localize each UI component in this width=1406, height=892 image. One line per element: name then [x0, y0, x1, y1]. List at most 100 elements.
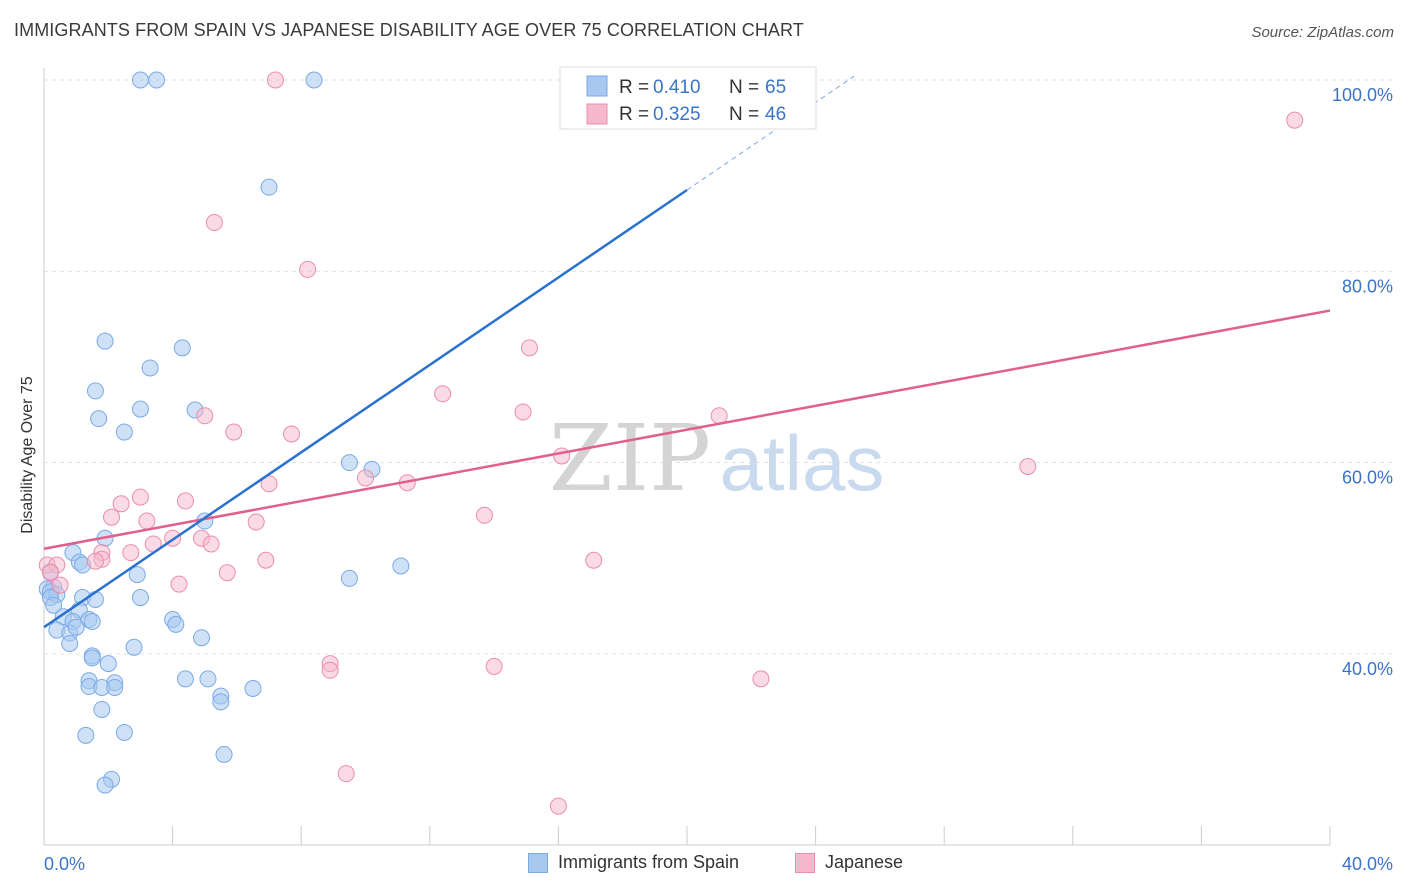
data-point-spain — [199, 670, 217, 688]
data-point-japanese — [299, 260, 317, 278]
data-point-japanese — [176, 492, 194, 510]
data-point-japanese — [41, 564, 59, 582]
legend-r-label-blue: R = — [619, 77, 649, 98]
data-point-japanese — [260, 475, 278, 493]
data-point-spain — [212, 693, 230, 711]
data-point-spain — [83, 612, 101, 630]
watermark-atlas: atlas — [720, 419, 885, 507]
data-point-spain — [45, 596, 63, 614]
data-point-spain — [99, 655, 117, 673]
series-swatch-pink — [795, 852, 815, 873]
x-tick-label-min: 0.0% — [44, 854, 85, 874]
data-point-japanese — [51, 576, 69, 594]
data-point-spain — [176, 670, 194, 688]
legend-swatch-pink — [586, 103, 608, 125]
data-point-spain — [131, 71, 149, 89]
y-tick-label: 80.0% — [1342, 276, 1393, 296]
data-point-japanese — [321, 661, 339, 679]
data-point-japanese — [266, 71, 284, 89]
legend-n-label-blue: N = — [729, 77, 759, 98]
data-point-spain — [106, 678, 124, 696]
legend-n-label-pink: N = — [729, 104, 759, 125]
data-point-spain — [244, 679, 262, 697]
data-point-japanese — [112, 495, 130, 513]
data-point-japanese — [205, 214, 223, 232]
data-point-spain — [77, 726, 95, 744]
y-tick-labels: 40.0% 60.0% 80.0% 100.0% — [1332, 85, 1393, 679]
data-point-japanese — [247, 513, 265, 531]
series-legend-label-japanese: Japanese — [825, 852, 904, 872]
data-point-japanese — [138, 512, 156, 530]
watermark: ZIP atlas — [549, 405, 884, 512]
series-japanese-points — [38, 71, 1304, 815]
data-point-japanese — [752, 670, 770, 688]
series-swatch-blue — [528, 852, 548, 873]
data-point-spain — [90, 410, 108, 428]
y-tick-label: 60.0% — [1342, 468, 1393, 488]
x-tick-label-max: 40.0% — [1342, 854, 1393, 874]
data-point-japanese — [475, 506, 493, 524]
data-point-japanese — [337, 765, 355, 783]
data-point-japanese — [257, 551, 275, 569]
series-legend-item-spain[interactable]: Immigrants from Spain — [528, 852, 739, 873]
y-tick-label: 40.0% — [1342, 659, 1393, 679]
data-point-spain — [148, 71, 166, 89]
data-point-japanese — [434, 385, 452, 403]
data-point-japanese — [549, 797, 567, 815]
data-point-japanese — [1286, 111, 1304, 129]
data-point-spain — [115, 723, 133, 741]
data-point-spain — [61, 634, 79, 652]
legend-swatch-blue — [586, 75, 608, 97]
data-point-spain — [131, 400, 149, 418]
data-point-spain — [96, 776, 114, 794]
data-point-spain — [67, 618, 85, 636]
data-point-spain — [340, 569, 358, 587]
data-point-spain — [305, 71, 323, 89]
series-legend: Immigrants from Spain Japanese — [0, 852, 1406, 878]
series-legend-label-spain: Immigrants from Spain — [558, 852, 740, 872]
data-point-spain — [86, 590, 104, 608]
chart-source: Source: ZipAtlas.com — [1251, 24, 1394, 41]
data-point-japanese — [196, 407, 214, 425]
y-axis-label: Disability Age Over 75 — [19, 376, 36, 534]
data-point-japanese — [283, 425, 301, 443]
data-point-japanese — [585, 551, 603, 569]
correlation-legend: R = 0.410 N = 65 R = 0.325 N = 46 — [559, 66, 817, 130]
data-point-japanese — [103, 508, 121, 526]
data-point-japanese — [520, 339, 538, 357]
data-point-spain — [96, 332, 114, 350]
chart-title: IMMIGRANTS FROM SPAIN VS JAPANESE DISABI… — [14, 20, 804, 40]
grid-lines — [44, 79, 1393, 655]
data-point-japanese — [710, 407, 728, 425]
data-point-japanese — [202, 535, 220, 553]
series-legend-item-japanese[interactable]: Japanese — [795, 852, 903, 873]
legend-r-value-blue: 0.410 — [653, 77, 701, 98]
y-tick-label: 100.0% — [1332, 85, 1393, 105]
data-point-japanese — [485, 657, 503, 675]
data-point-spain — [125, 638, 143, 656]
data-point-japanese — [357, 469, 374, 487]
legend-r-value-pink: 0.325 — [653, 104, 701, 125]
legend-n-value-blue: 65 — [765, 77, 786, 98]
legend-n-value-pink: 46 — [765, 104, 786, 125]
data-point-spain — [173, 339, 191, 357]
data-point-spain — [340, 454, 358, 472]
data-point-spain — [260, 178, 278, 196]
data-point-spain — [141, 359, 159, 377]
series-immigrants-from-spain-points — [38, 71, 577, 794]
data-point-spain — [193, 629, 211, 647]
x-ticks — [172, 826, 1331, 845]
data-point-spain — [83, 649, 101, 667]
trend-line-spain — [43, 188, 688, 629]
trend-lines — [43, 75, 1331, 629]
data-point-spain — [131, 589, 149, 607]
data-point-spain — [115, 423, 133, 441]
trend-line-spain-extension — [686, 75, 855, 191]
data-point-japanese — [122, 544, 140, 562]
data-point-spain — [392, 557, 410, 575]
data-point-japanese — [1019, 457, 1037, 475]
data-point-japanese — [553, 447, 571, 465]
data-point-spain — [215, 745, 233, 763]
data-point-spain — [128, 566, 146, 584]
data-point-japanese — [86, 552, 104, 570]
